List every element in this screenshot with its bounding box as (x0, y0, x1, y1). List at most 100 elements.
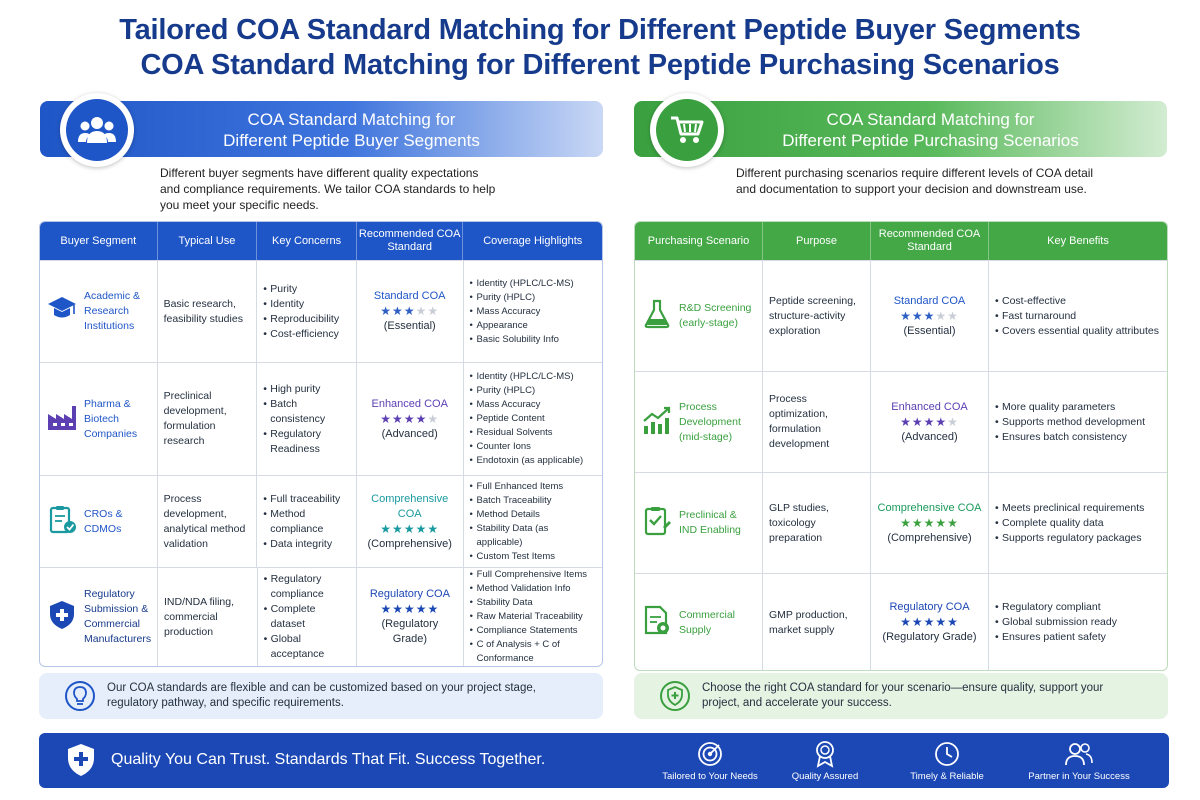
star-filled-icon: ★ (392, 304, 404, 318)
footer-feature-label: Partner in Your Success (1028, 771, 1130, 782)
concern-item: Regulatory Readiness (263, 427, 350, 457)
coa-level: (Essential) (903, 324, 956, 337)
star-rating: ★★★★★ (380, 412, 439, 427)
coverage-item: Purity (HPLC) (470, 384, 584, 398)
scenario-name: Commercial Supply (679, 608, 736, 636)
star-filled-icon: ★ (911, 615, 924, 629)
star-rating: ★★★★★ (900, 415, 959, 430)
people-icon (1019, 739, 1139, 769)
coverage-item: Purity (HPLC) (470, 291, 574, 305)
star-filled-icon: ★ (415, 411, 428, 426)
star-filled-icon: ★ (380, 411, 393, 426)
star-filled-icon: ★ (911, 308, 924, 323)
star-empty-icon: ★ (415, 304, 428, 318)
typical-use: Process development, analytical method v… (158, 476, 258, 567)
award-ribbon-icon (765, 739, 885, 769)
growth-chart-icon (641, 404, 673, 441)
star-rating: ★★★★★ (380, 602, 439, 617)
right-panel-header: COA Standard Matching for Different Pept… (634, 101, 1167, 157)
coa-standard-name: Enhanced COA (371, 397, 448, 410)
shopping-cart-icon (650, 93, 724, 167)
star-empty-icon: ★ (427, 411, 440, 426)
benefits-list: More quality parameters Supports method … (995, 400, 1145, 445)
concern-item: Identity (263, 297, 339, 312)
right-intro-text: Different purchasing scenarios require d… (736, 166, 1094, 196)
star-empty-icon: ★ (427, 304, 440, 318)
shield-plus-icon (46, 599, 78, 636)
column-header: Typical Use (158, 222, 258, 260)
star-empty-icon: ★ (947, 414, 959, 429)
coverage-item: Full Enhanced Items (470, 480, 596, 494)
star-filled-icon: ★ (415, 521, 428, 536)
coverage-item: Mass Accuracy (470, 398, 584, 412)
coverage-list: Identity (HPLC/LC-MS) Purity (HPLC) Mass… (470, 370, 584, 468)
scenario-name: Process Development (mid-stage) (679, 400, 741, 443)
benefits-list: Meets preclinical requirements Complete … (995, 501, 1144, 546)
footer-banner: Quality You Can Trust. Standards That Fi… (39, 733, 1169, 788)
star-filled-icon: ★ (935, 414, 948, 429)
table-row: R&D Screening (early-stage) Peptide scre… (635, 260, 1167, 371)
shield-plus-icon (65, 742, 97, 783)
flask-icon (641, 298, 673, 335)
segment-name: Regulatory Submission & Commercial Manuf… (84, 588, 152, 645)
coverage-item: Full Comprehensive Items (470, 568, 596, 582)
star-filled-icon: ★ (923, 414, 936, 429)
benefit-item: Meets preclinical requirements (995, 501, 1144, 516)
coverage-item: Batch Traceability (470, 494, 596, 508)
document-seal-icon (641, 604, 673, 641)
column-header: Coverage Highlights (483, 234, 583, 247)
star-filled-icon: ★ (923, 308, 936, 323)
concern-item: Purity (263, 282, 339, 297)
star-filled-icon: ★ (392, 411, 404, 426)
lightbulb-icon (65, 681, 95, 711)
benefit-item: Regulatory compliant (995, 600, 1117, 615)
star-filled-icon: ★ (935, 515, 948, 530)
coa-level: (Advanced) (901, 430, 958, 443)
purpose: Peptide screening, structure-activity ex… (763, 261, 871, 371)
concern-item: Cost-efficiency (263, 327, 339, 342)
coverage-item: Identity (HPLC/LC-MS) (470, 370, 584, 384)
star-rating: ★★★★★ (380, 522, 439, 537)
right-header-line2: Different Peptide Purchasing Scenarios (782, 131, 1079, 150)
coa-standard-name: Comprehensive COA (877, 501, 982, 514)
coa-level: (Advanced) (381, 427, 438, 440)
star-filled-icon: ★ (935, 615, 948, 629)
column-header: Recommended COA Standard (871, 222, 989, 260)
column-header: Purchasing Scenario (635, 222, 763, 260)
segment-name: Academic & Research Institutions (84, 290, 141, 332)
star-rating: ★★★★★ (900, 615, 959, 630)
column-header: Key Benefits (1047, 234, 1109, 247)
coverage-item: Residual Solvents (470, 426, 584, 440)
purpose: GLP studies, toxicology preparation (763, 473, 871, 573)
main-title-line1: Tailored COA Standard Matching for Diffe… (119, 14, 1081, 46)
star-filled-icon: ★ (911, 515, 924, 530)
coverage-item: Mass Accuracy (470, 305, 574, 319)
segment-name: Pharma & Biotech Companies (84, 397, 138, 440)
shield-plus-icon (660, 681, 690, 711)
concern-item: Data integrity (263, 537, 350, 552)
column-header: Purpose (763, 222, 871, 260)
key-concerns-list: Purity Identity Reproducibility Cost-eff… (263, 282, 339, 342)
coverage-item: Compliance Statements (470, 624, 596, 638)
footer-feature: Timely & Reliable (887, 739, 1007, 782)
star-filled-icon: ★ (380, 304, 393, 318)
coverage-item: Custom Test Items (470, 550, 596, 564)
star-filled-icon: ★ (415, 602, 428, 616)
coa-level: (Comprehensive) (887, 531, 972, 544)
left-header-line1: COA Standard Matching for (247, 110, 456, 129)
star-rating: ★★★★★ (900, 309, 959, 324)
coverage-item: Stability Data (as applicable) (470, 522, 596, 550)
table-row: CROs & CDMOs Process development, analyt… (40, 475, 602, 567)
coa-level: (Comprehensive) (367, 537, 452, 550)
concern-item: Reproducibility (263, 312, 339, 327)
benefits-list: Cost-effective Fast turnaround Covers es… (995, 294, 1159, 339)
clipboard-check-icon (46, 504, 78, 539)
purpose: Process optimization, formulation develo… (763, 372, 871, 472)
table-row: Pharma & Biotech Companies Preclinical d… (40, 362, 602, 475)
coverage-item: Counter Ions (470, 440, 584, 454)
concern-item: Batch consistency (263, 397, 350, 427)
coverage-item: C of Analysis + C of Conformance (470, 638, 596, 666)
coa-level: (Regulatory Grade) (381, 618, 439, 645)
typical-use: Basic research, feasibility studies (158, 261, 258, 362)
coa-level: (Essential) (383, 320, 436, 332)
